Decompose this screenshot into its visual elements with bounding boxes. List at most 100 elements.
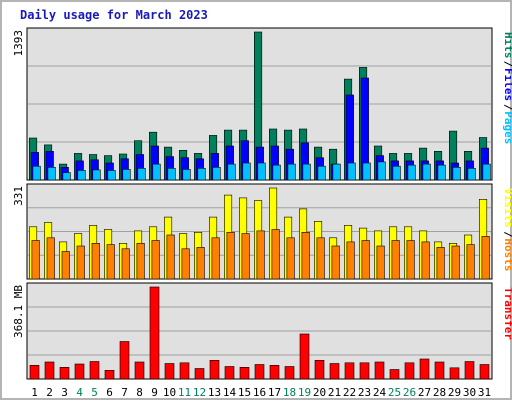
bar-transfer-day-23 [359, 362, 370, 380]
side-label-separator: / [502, 61, 512, 68]
bar-hosts-day-26 [406, 240, 415, 280]
bar-hosts-day-29 [451, 245, 460, 280]
bar-hosts-day-8 [136, 243, 145, 280]
bar-hosts-day-27 [421, 241, 430, 280]
x-tick-label-day-2: 2 [46, 386, 53, 399]
side-label-hits: Hits [502, 32, 512, 59]
x-tick-label-day-29: 29 [448, 386, 461, 399]
bar-transfer-day-20 [314, 359, 325, 380]
bar-transfer-day-25 [389, 369, 400, 380]
bar-transfer-day-26 [404, 362, 415, 380]
bar-hosts-day-30 [466, 244, 475, 280]
x-tick-label-day-9: 9 [151, 386, 158, 399]
bar-pages-day-20 [317, 165, 326, 181]
x-tick-label-day-19: 19 [298, 386, 311, 399]
bar-transfer-day-13 [209, 359, 220, 380]
bar-pages-day-11 [182, 169, 191, 181]
bar-pages-day-3 [62, 172, 71, 181]
bar-pages-day-23 [362, 162, 371, 181]
bar-pages-day-31 [482, 163, 491, 181]
bar-hosts-day-25 [391, 240, 400, 280]
bar-pages-day-30 [467, 168, 476, 181]
bar-hosts-day-31 [481, 236, 490, 280]
bar-pages-day-2 [47, 167, 56, 181]
bar-pages-day-12 [197, 168, 206, 181]
bar-pages-day-21 [332, 163, 341, 181]
bar-transfer-day-1 [29, 364, 40, 380]
bar-hosts-day-12 [196, 247, 205, 280]
side-label-files: Files [502, 68, 512, 101]
bar-pages-day-8 [137, 168, 146, 181]
bar-pages-day-17 [272, 164, 281, 181]
x-tick-label-day-7: 7 [121, 386, 128, 399]
bar-transfer-day-22 [344, 362, 355, 380]
bar-hosts-day-3 [61, 251, 70, 280]
bar-hosts-day-21 [331, 245, 340, 280]
bar-transfer-day-28 [434, 361, 445, 380]
bar-pages-day-22 [347, 162, 356, 181]
x-tick-label-day-31: 31 [478, 386, 491, 399]
bar-hosts-day-5 [91, 243, 100, 280]
bar-transfer-day-8 [134, 361, 145, 380]
bar-transfer-day-4 [74, 363, 85, 380]
bar-pages-day-27 [422, 163, 431, 181]
x-tick-label-day-25: 25 [388, 386, 401, 399]
side-label-separator: / [502, 104, 512, 111]
bar-hosts-day-4 [76, 245, 85, 280]
bar-pages-day-15 [242, 162, 251, 181]
axis-max-label-transfer: 368.1 MB [12, 285, 25, 338]
bar-hosts-day-13 [211, 237, 220, 280]
x-tick-label-day-14: 14 [223, 386, 237, 399]
bar-pages-day-14 [227, 163, 236, 181]
x-tick-label-day-30: 30 [463, 386, 476, 399]
x-tick-label-day-24: 24 [373, 386, 387, 399]
bar-hosts-day-6 [106, 244, 115, 280]
x-tick-label-day-6: 6 [106, 386, 113, 399]
bar-pages-day-10 [167, 168, 176, 181]
bar-pages-day-6 [107, 170, 116, 181]
bar-hosts-day-18 [286, 237, 295, 280]
side-label-hosts: Hosts [502, 238, 512, 271]
bar-transfer-day-11 [179, 362, 190, 380]
bar-transfer-day-17 [269, 364, 280, 380]
bar-pages-day-9 [152, 163, 161, 181]
bar-hosts-day-23 [361, 240, 370, 280]
x-tick-label-day-11: 11 [178, 386, 191, 399]
bar-transfer-day-15 [239, 366, 250, 380]
bar-hosts-day-28 [436, 247, 445, 280]
bar-hosts-day-17 [271, 229, 280, 280]
bar-pages-day-18 [287, 163, 296, 181]
bar-hosts-day-1 [31, 240, 40, 280]
bar-pages-day-19 [302, 163, 311, 181]
bar-transfer-day-5 [89, 361, 100, 380]
bar-transfer-day-10 [164, 363, 175, 380]
bar-hosts-day-14 [226, 232, 235, 280]
x-tick-label-day-8: 8 [136, 386, 143, 399]
bar-hosts-day-22 [346, 241, 355, 280]
bar-pages-day-1 [32, 165, 41, 181]
bar-transfer-day-24 [374, 361, 385, 380]
bar-hosts-day-16 [256, 230, 265, 280]
bar-pages-day-4 [77, 170, 86, 181]
bar-transfer-day-16 [254, 364, 265, 380]
bar-transfer-day-19 [299, 333, 310, 380]
x-tick-label-day-4: 4 [76, 386, 83, 399]
bar-pages-day-25 [392, 165, 401, 181]
bar-pages-day-13 [212, 167, 221, 181]
x-tick-label-day-26: 26 [403, 386, 416, 399]
side-label-separator: / [502, 231, 512, 238]
bar-transfer-day-31 [479, 364, 490, 380]
x-tick-label-day-12: 12 [193, 386, 206, 399]
bar-transfer-day-18 [284, 366, 295, 380]
bar-pages-day-5 [92, 169, 101, 181]
axis-max-label-visits: 331 [12, 186, 25, 206]
x-tick-label-day-23: 23 [358, 386, 371, 399]
x-tick-label-day-21: 21 [328, 386, 341, 399]
bar-hosts-day-10 [166, 234, 175, 280]
bar-pages-day-26 [407, 164, 416, 181]
x-tick-label-day-16: 16 [253, 386, 266, 399]
bar-hosts-day-20 [316, 237, 325, 280]
side-label-pages: Pages [502, 111, 512, 144]
